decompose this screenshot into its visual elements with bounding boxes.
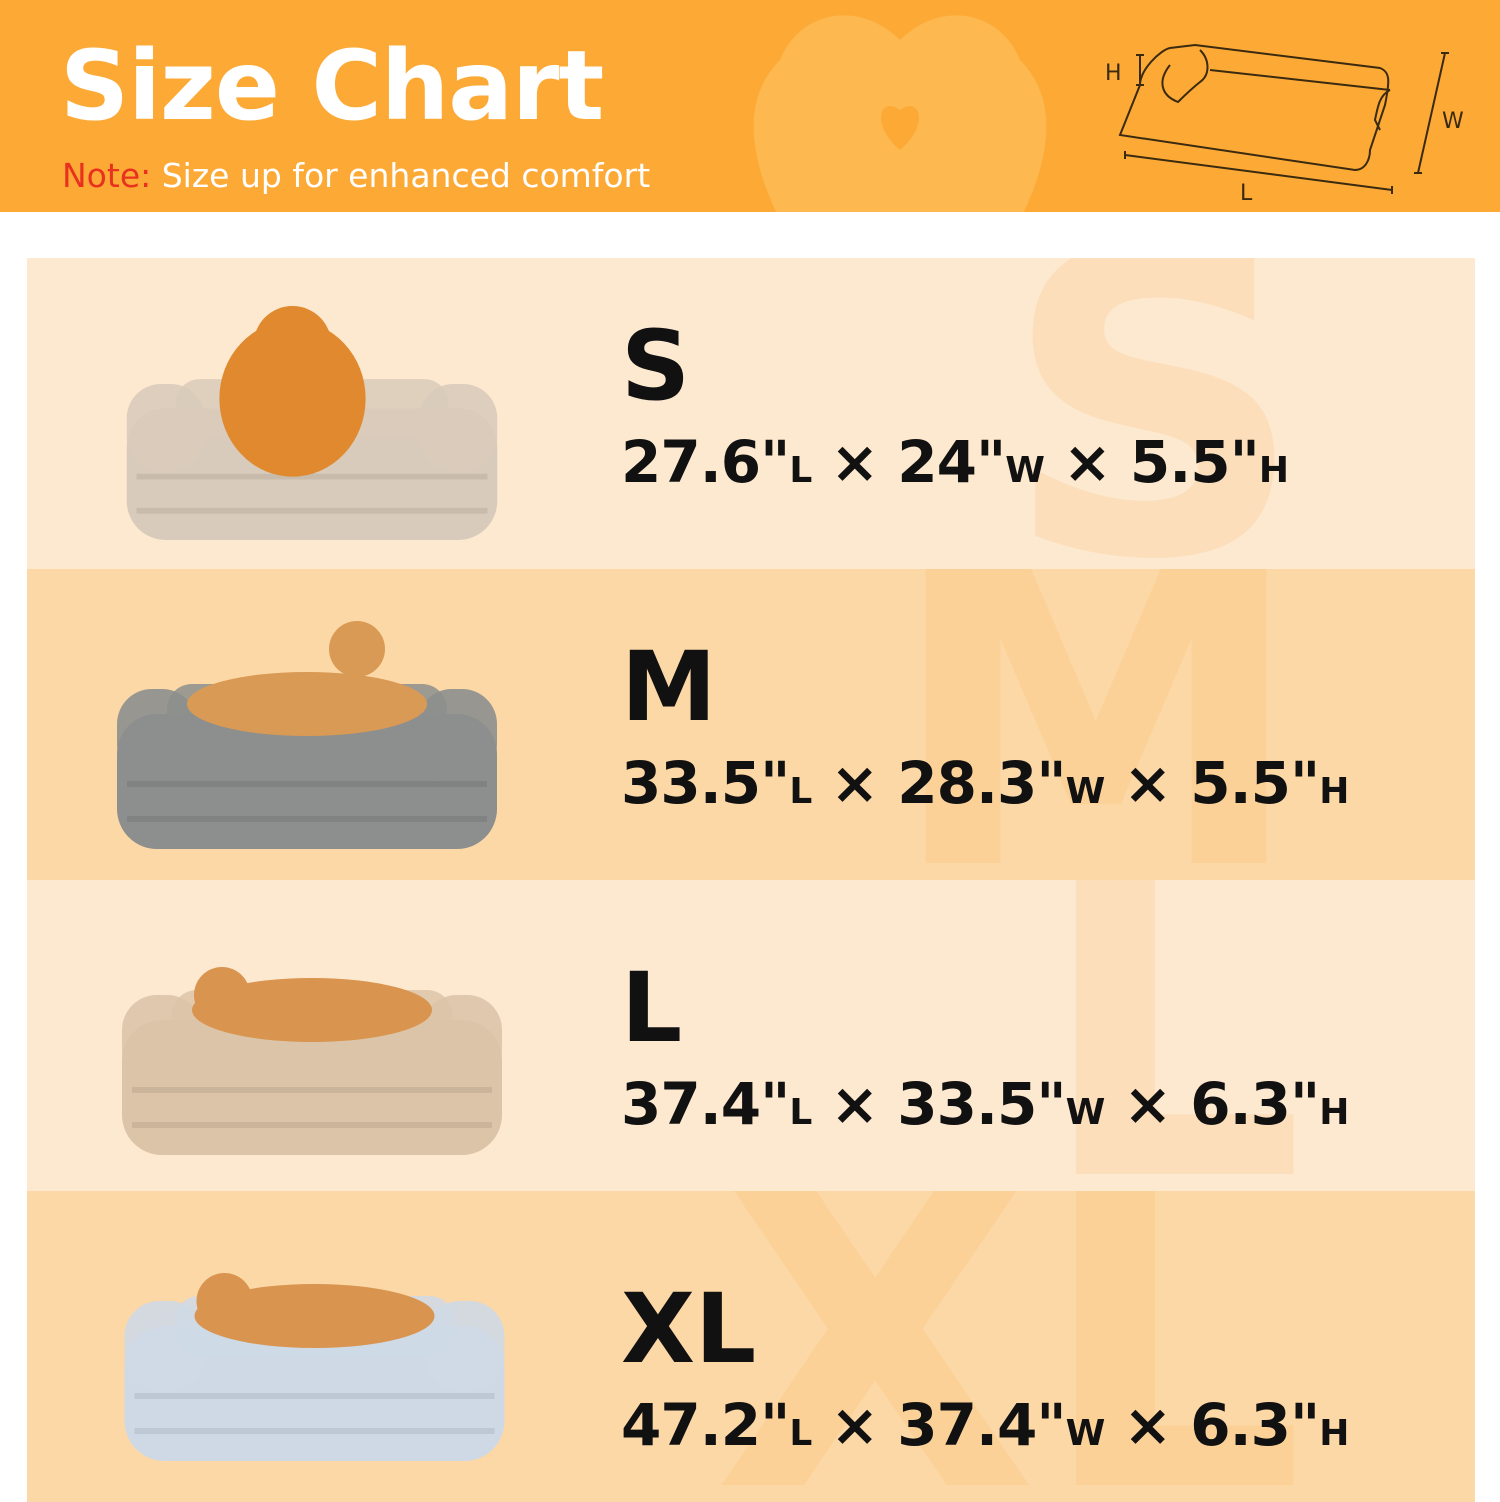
diagram-w-label: W	[1442, 109, 1464, 134]
width-value: 24"	[897, 428, 1006, 496]
height-value: 6.3"	[1190, 1070, 1320, 1138]
page-title: Size Chart	[60, 30, 604, 142]
length-unit: L	[789, 771, 812, 812]
length-value: 27.6"	[621, 428, 790, 496]
times-sign: ×	[811, 428, 898, 496]
size-label: L	[621, 952, 683, 1064]
height-unit: H	[1258, 450, 1289, 491]
height-value: 6.3"	[1190, 1391, 1320, 1459]
size-row-m: M M 33.5"L × 28.3"W × 5.5"H	[27, 569, 1475, 880]
note-label: Note:	[62, 156, 152, 195]
length-unit: L	[789, 1413, 812, 1454]
size-row-xl: XL XL 47.2"L × 37.4"W × 6.3"H	[27, 1191, 1475, 1502]
dog-bed-photo	[117, 621, 497, 849]
size-table: S S 27.6"L × 24"W × 5.5"H M M 33.5"L × 2…	[27, 258, 1475, 1502]
size-row-s: S S 27.6"L × 24"W × 5.5"H	[27, 258, 1475, 569]
length-unit: L	[789, 450, 812, 491]
size-label: S	[621, 310, 691, 422]
times-sign: ×	[1104, 749, 1191, 817]
times-sign: ×	[1104, 1070, 1191, 1138]
note-body: Size up for enhanced comfort	[151, 156, 651, 195]
height-unit: H	[1319, 1413, 1349, 1454]
watermark-letter: L	[1037, 880, 1305, 1191]
width-unit: W	[1005, 450, 1045, 491]
bed-dimension-diagram: H W L	[1105, 43, 1464, 206]
size-dimensions: 37.4"L × 33.5"W × 6.3"H	[621, 1070, 1349, 1138]
size-dimensions: 27.6"L × 24"W × 5.5"H	[621, 428, 1289, 496]
length-unit: L	[789, 1092, 812, 1133]
width-value: 37.4"	[897, 1391, 1066, 1459]
size-dimensions: 33.5"L × 28.3"W × 5.5"H	[621, 749, 1349, 817]
dog-bed-photo	[124, 1273, 505, 1461]
width-unit: W	[1065, 771, 1106, 812]
length-value: 47.2"	[621, 1391, 790, 1459]
times-sign: ×	[811, 1391, 898, 1459]
height-unit: H	[1319, 1092, 1349, 1133]
times-sign: ×	[1104, 1391, 1191, 1459]
height-unit: H	[1319, 771, 1349, 812]
length-value: 33.5"	[621, 749, 790, 817]
dog-bed-photo	[122, 967, 502, 1155]
size-dimensions: 47.2"L × 37.4"W × 6.3"H	[621, 1391, 1349, 1459]
dog-bed-photo	[126, 306, 498, 540]
length-value: 37.4"	[621, 1070, 790, 1138]
watermark-letter: S	[1002, 258, 1306, 569]
size-label: XL	[621, 1273, 757, 1385]
dog-mascot-icon	[753, 15, 1047, 212]
diagram-h-label: H	[1105, 61, 1122, 86]
height-value: 5.5"	[1190, 749, 1320, 817]
header-banner: Size Chart Note: Size up for enhanced co…	[0, 0, 1500, 212]
diagram-l-label: L	[1240, 181, 1253, 206]
size-row-l: L L 37.4"L × 33.5"W × 6.3"H	[27, 880, 1475, 1191]
watermark-letter: M	[887, 569, 1305, 880]
size-label: M	[621, 631, 717, 743]
times-sign: ×	[811, 1070, 898, 1138]
note-text: Note: Size up for enhanced comfort	[62, 156, 650, 195]
watermark-letter: XL	[713, 1191, 1305, 1502]
times-sign: ×	[811, 749, 898, 817]
width-unit: W	[1065, 1413, 1106, 1454]
width-unit: W	[1065, 1092, 1106, 1133]
times-sign: ×	[1043, 428, 1130, 496]
width-value: 28.3"	[897, 749, 1066, 817]
height-value: 5.5"	[1129, 428, 1260, 496]
width-value: 33.5"	[897, 1070, 1066, 1138]
